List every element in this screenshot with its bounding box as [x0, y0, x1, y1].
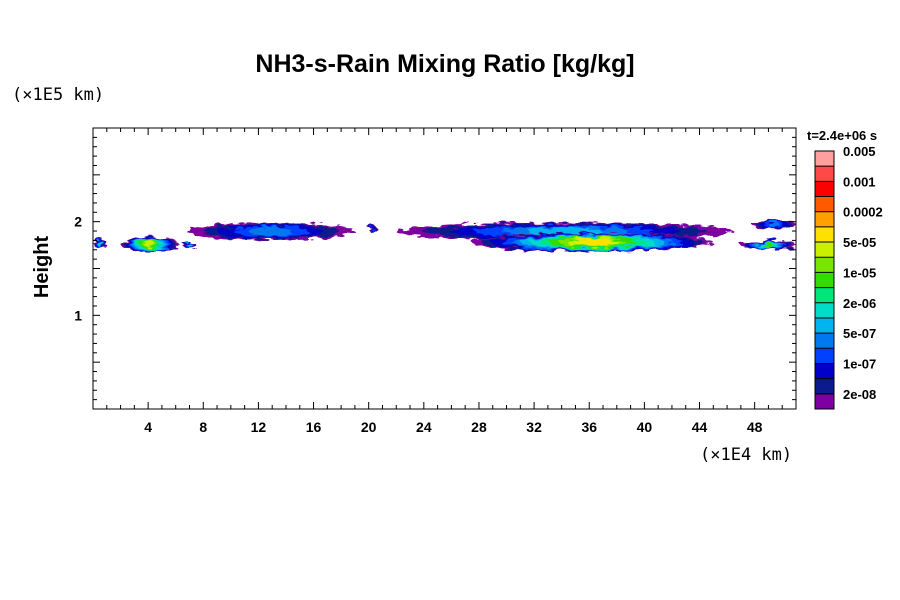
cloud-core [597, 239, 604, 245]
x-tick-label: 4 [144, 419, 152, 435]
plot-frame [92, 127, 797, 410]
cloud-core [149, 242, 153, 247]
x-tick-label: 12 [251, 419, 267, 435]
x-tick-label: 44 [692, 419, 708, 435]
colorbar-label: 0.005 [843, 144, 876, 159]
cloud-region [93, 238, 107, 248]
x-tick-label: 8 [199, 419, 207, 435]
colorbar-swatch [815, 272, 834, 288]
cloud-core [589, 239, 596, 245]
cloud-region [751, 219, 796, 230]
x-tick-label: 32 [526, 419, 542, 435]
colorbar: 2e-08 1e-07 5e-07 2e-06 1e-05 5e-05 0.0002 0.00… [814, 144, 883, 410]
x-tick-label: 20 [361, 419, 377, 435]
cloud-core [582, 239, 589, 245]
x-tick-label: 48 [747, 419, 763, 435]
x-tick-label: 16 [306, 419, 322, 435]
colorbar-swatch [815, 333, 834, 349]
chart-title: NH3-s-Rain Mixing Ratio [kg/kg] [255, 50, 634, 78]
colorbar-label: 2e-06 [843, 296, 876, 311]
cloud-contour-level [768, 222, 780, 227]
cloud-region [740, 240, 796, 250]
cloud-region [182, 242, 197, 248]
y-axis-label: Height [31, 236, 53, 299]
y-tick-label: 1 [74, 307, 82, 323]
colorbar-label: 1e-07 [843, 356, 876, 371]
x-tick-label: 40 [637, 419, 653, 435]
x-tick-label: 28 [471, 419, 487, 435]
colorbar-swatch [815, 363, 834, 379]
colorbar-swatch [815, 393, 834, 410]
colorbar-swatch [815, 348, 834, 364]
cloud-region [472, 232, 714, 252]
cloud-region [120, 236, 179, 252]
colorbar-swatch [815, 257, 834, 273]
plot-area [93, 219, 796, 252]
cloud-contour-level [188, 243, 191, 247]
x-tick-label: 36 [581, 419, 597, 435]
cloud-contour-level [98, 241, 102, 246]
colorbar-label: 0.001 [843, 174, 876, 189]
colorbar-label: 1e-05 [843, 265, 876, 280]
cloud-contour-level [249, 226, 293, 237]
cloud-contour-level [764, 242, 773, 248]
cloud-region [368, 225, 377, 233]
time-label: t=2.4e+06 s [807, 128, 877, 143]
colorbar-swatch [815, 181, 834, 197]
colorbar-frame [814, 150, 835, 410]
y-tick-label: 2 [74, 214, 82, 230]
colorbar-swatch [815, 317, 834, 334]
x-axis: 4 8 12 16 20 24 28 32 36 40 44 48 [106, 128, 783, 435]
x-tick-label: 24 [416, 419, 432, 435]
colorbar-label: 0.0002 [843, 205, 883, 220]
cloud-contour-level [371, 227, 375, 232]
data-field [93, 219, 796, 252]
colorbar-swatch [815, 378, 834, 395]
colorbar-swatch [815, 151, 834, 167]
y-unit-label: (×1E5 km) [12, 85, 104, 105]
colorbar-swatch [815, 287, 834, 304]
colorbar-swatch [815, 211, 834, 228]
colorbar-swatch [815, 166, 834, 182]
colorbar-label: 5e-07 [843, 326, 876, 341]
colorbar-swatch [815, 242, 834, 258]
colorbar-label: 2e-08 [843, 387, 876, 402]
colorbar-label: 5e-05 [843, 235, 876, 250]
y-axis: 12 [74, 136, 796, 401]
cloud-region [186, 222, 355, 241]
colorbar-swatch [815, 302, 834, 319]
colorbar-swatch [815, 226, 834, 243]
x-unit-label: (×1E4 km) [700, 445, 792, 465]
colorbar-swatch [815, 196, 834, 213]
